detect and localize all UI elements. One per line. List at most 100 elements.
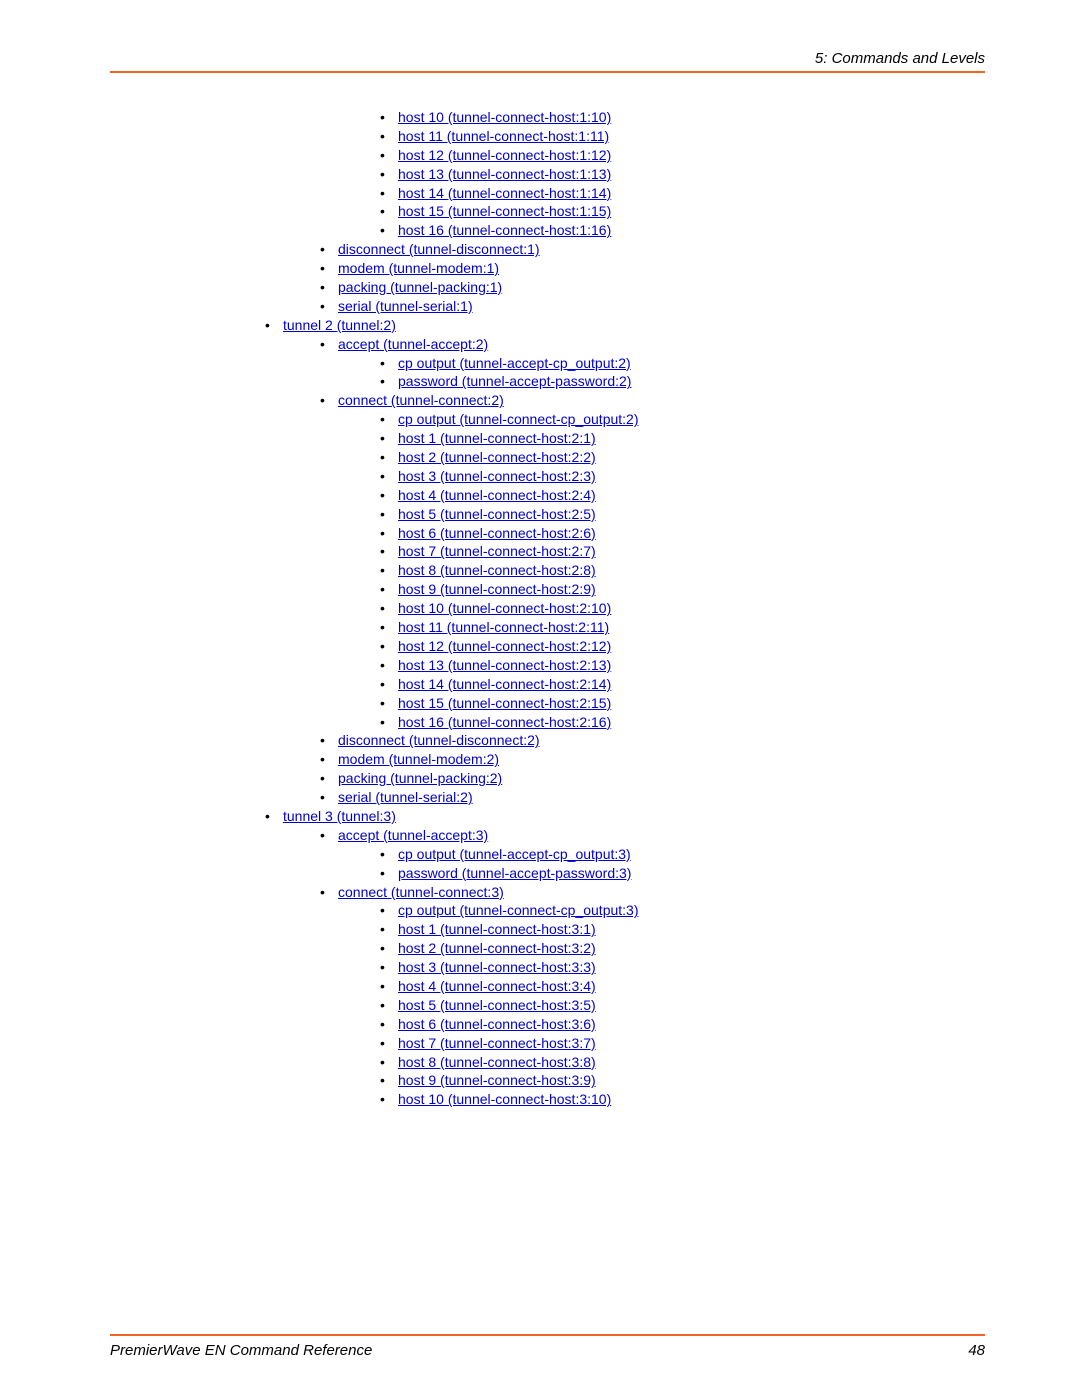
command-link[interactable]: host 4 (tunnel-connect-host:2:4): [398, 487, 596, 503]
list-item: connect (tunnel-connect:3): [310, 883, 985, 902]
list-item: packing (tunnel-packing:1): [310, 278, 985, 297]
command-link[interactable]: disconnect (tunnel-disconnect:2): [338, 732, 540, 748]
command-link[interactable]: host 3 (tunnel-connect-host:3:3): [398, 959, 596, 975]
command-link[interactable]: host 7 (tunnel-connect-host:3:7): [398, 1035, 596, 1051]
command-link[interactable]: accept (tunnel-accept:2): [338, 336, 488, 352]
command-link[interactable]: host 12 (tunnel-connect-host:2:12): [398, 638, 611, 654]
list-item: serial (tunnel-serial:1): [310, 297, 985, 316]
command-link[interactable]: cp output (tunnel-connect-cp_output:2): [398, 411, 639, 427]
command-link[interactable]: host 14 (tunnel-connect-host:2:14): [398, 676, 611, 692]
list-item: host 13 (tunnel-connect-host:1:13): [370, 165, 985, 184]
command-link[interactable]: host 15 (tunnel-connect-host:1:15): [398, 203, 611, 219]
document-page: 5: Commands and Levels host 10 (tunnel-c…: [0, 0, 1080, 1397]
list-item: disconnect (tunnel-disconnect:2): [310, 731, 985, 750]
command-link[interactable]: host 12 (tunnel-connect-host:1:12): [398, 147, 611, 163]
list-item: host 15 (tunnel-connect-host:2:15): [370, 694, 985, 713]
command-link[interactable]: serial (tunnel-serial:2): [338, 789, 473, 805]
list-item: cp output (tunnel-connect-cp_output:2): [370, 410, 985, 429]
command-link[interactable]: modem (tunnel-modem:1): [338, 260, 499, 276]
command-link[interactable]: packing (tunnel-packing:1): [338, 279, 502, 295]
page-footer: PremierWave EN Command Reference 48: [110, 1334, 985, 1359]
command-link[interactable]: host 11 (tunnel-connect-host:2:11): [398, 619, 609, 635]
command-list: host 10 (tunnel-connect-host:1:10) host 1…: [155, 108, 985, 1109]
list-item: disconnect (tunnel-disconnect:1): [310, 240, 985, 259]
list-item: host 7 (tunnel-connect-host:2:7): [370, 542, 985, 561]
list-item: host 15 (tunnel-connect-host:1:15): [370, 202, 985, 221]
page-number: 48: [968, 1342, 985, 1359]
list-item: host 11 (tunnel-connect-host:2:11): [370, 618, 985, 637]
page-header: 5: Commands and Levels: [110, 50, 985, 67]
command-link[interactable]: packing (tunnel-packing:2): [338, 770, 502, 786]
command-link[interactable]: host 2 (tunnel-connect-host:2:2): [398, 449, 596, 465]
footer-title: PremierWave EN Command Reference: [110, 1342, 372, 1359]
command-link[interactable]: host 11 (tunnel-connect-host:1:11): [398, 128, 609, 144]
command-link[interactable]: host 5 (tunnel-connect-host:3:5): [398, 997, 596, 1013]
list-item: host 10 (tunnel-connect-host:3:10): [370, 1090, 985, 1109]
content-area: host 10 (tunnel-connect-host:1:10) host 1…: [110, 73, 985, 1109]
command-link[interactable]: modem (tunnel-modem:2): [338, 751, 499, 767]
command-link[interactable]: host 6 (tunnel-connect-host:3:6): [398, 1016, 596, 1032]
list-item: host 4 (tunnel-connect-host:3:4): [370, 977, 985, 996]
command-link[interactable]: host 9 (tunnel-connect-host:2:9): [398, 581, 596, 597]
command-link[interactable]: host 1 (tunnel-connect-host:3:1): [398, 921, 596, 937]
command-link[interactable]: host 3 (tunnel-connect-host:2:3): [398, 468, 596, 484]
command-link[interactable]: tunnel 3 (tunnel:3): [283, 808, 396, 824]
command-link[interactable]: accept (tunnel-accept:3): [338, 827, 488, 843]
list-item: password (tunnel-accept-password:2): [370, 372, 985, 391]
command-link[interactable]: host 1 (tunnel-connect-host:2:1): [398, 430, 596, 446]
list-item: serial (tunnel-serial:2): [310, 788, 985, 807]
list-item: host 16 (tunnel-connect-host:1:16): [370, 221, 985, 240]
command-link[interactable]: host 4 (tunnel-connect-host:3:4): [398, 978, 596, 994]
list-item: tunnel 3 (tunnel:3): [255, 807, 985, 826]
command-link[interactable]: host 10 (tunnel-connect-host:2:10): [398, 600, 611, 616]
list-item: host 2 (tunnel-connect-host:2:2): [370, 448, 985, 467]
list-item: host 8 (tunnel-connect-host:2:8): [370, 561, 985, 580]
list-item: host 14 (tunnel-connect-host:2:14): [370, 675, 985, 694]
command-link[interactable]: disconnect (tunnel-disconnect:1): [338, 241, 540, 257]
command-link[interactable]: connect (tunnel-connect:3): [338, 884, 504, 900]
list-item: host 14 (tunnel-connect-host:1:14): [370, 184, 985, 203]
list-item: host 5 (tunnel-connect-host:3:5): [370, 996, 985, 1015]
command-link[interactable]: host 13 (tunnel-connect-host:2:13): [398, 657, 611, 673]
list-item: password (tunnel-accept-password:3): [370, 864, 985, 883]
command-link[interactable]: serial (tunnel-serial:1): [338, 298, 473, 314]
command-link[interactable]: password (tunnel-accept-password:3): [398, 865, 631, 881]
list-item: host 9 (tunnel-connect-host:3:9): [370, 1071, 985, 1090]
command-link[interactable]: host 13 (tunnel-connect-host:1:13): [398, 166, 611, 182]
command-link[interactable]: host 5 (tunnel-connect-host:2:5): [398, 506, 596, 522]
command-link[interactable]: host 10 (tunnel-connect-host:3:10): [398, 1091, 611, 1107]
command-link[interactable]: host 8 (tunnel-connect-host:3:8): [398, 1054, 596, 1070]
command-link[interactable]: host 6 (tunnel-connect-host:2:6): [398, 525, 596, 541]
list-item: connect (tunnel-connect:2): [310, 391, 985, 410]
command-link[interactable]: host 16 (tunnel-connect-host:2:16): [398, 714, 611, 730]
command-link[interactable]: connect (tunnel-connect:2): [338, 392, 504, 408]
command-link[interactable]: cp output (tunnel-connect-cp_output:3): [398, 902, 639, 918]
command-link[interactable]: cp output (tunnel-accept-cp_output:3): [398, 846, 631, 862]
list-item: host 12 (tunnel-connect-host:1:12): [370, 146, 985, 165]
list-item: host 5 (tunnel-connect-host:2:5): [370, 505, 985, 524]
list-item: accept (tunnel-accept:3): [310, 826, 985, 845]
command-link[interactable]: host 16 (tunnel-connect-host:1:16): [398, 222, 611, 238]
list-item: host 11 (tunnel-connect-host:1:11): [370, 127, 985, 146]
list-item: host 10 (tunnel-connect-host:1:10): [370, 108, 985, 127]
command-link[interactable]: host 7 (tunnel-connect-host:2:7): [398, 543, 596, 559]
command-link[interactable]: host 2 (tunnel-connect-host:3:2): [398, 940, 596, 956]
command-link[interactable]: cp output (tunnel-accept-cp_output:2): [398, 355, 631, 371]
command-link[interactable]: host 15 (tunnel-connect-host:2:15): [398, 695, 611, 711]
list-item: host 4 (tunnel-connect-host:2:4): [370, 486, 985, 505]
list-item: host 10 (tunnel-connect-host:2:10): [370, 599, 985, 618]
list-item: tunnel 2 (tunnel:2): [255, 316, 985, 335]
chapter-title: 5: Commands and Levels: [815, 50, 985, 67]
list-item: host 3 (tunnel-connect-host:2:3): [370, 467, 985, 486]
command-link[interactable]: host 10 (tunnel-connect-host:1:10): [398, 109, 611, 125]
command-link[interactable]: tunnel 2 (tunnel:2): [283, 317, 396, 333]
command-link[interactable]: host 14 (tunnel-connect-host:1:14): [398, 185, 611, 201]
list-item: host 12 (tunnel-connect-host:2:12): [370, 637, 985, 656]
list-item: packing (tunnel-packing:2): [310, 769, 985, 788]
list-item: host 9 (tunnel-connect-host:2:9): [370, 580, 985, 599]
command-link[interactable]: host 9 (tunnel-connect-host:3:9): [398, 1072, 596, 1088]
list-item: modem (tunnel-modem:1): [310, 259, 985, 278]
list-item: modem (tunnel-modem:2): [310, 750, 985, 769]
command-link[interactable]: host 8 (tunnel-connect-host:2:8): [398, 562, 596, 578]
command-link[interactable]: password (tunnel-accept-password:2): [398, 373, 631, 389]
